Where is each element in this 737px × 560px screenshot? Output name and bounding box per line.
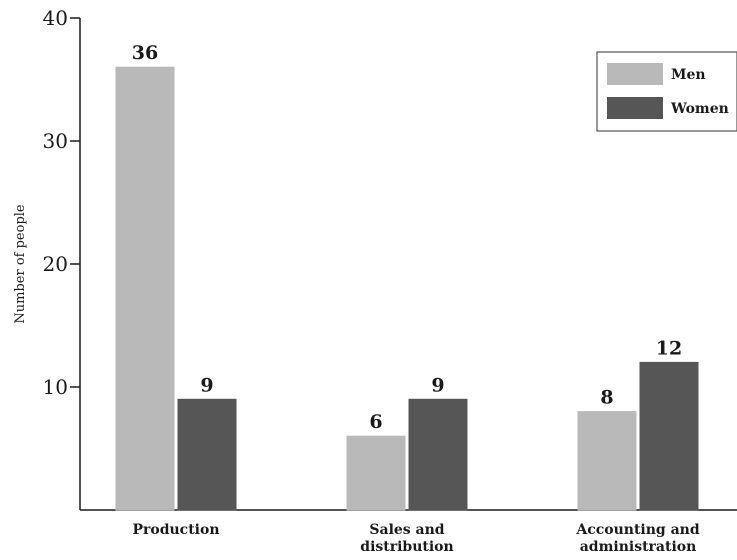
y-axis-ticks: 10 20 30 40: [43, 6, 80, 399]
bar-series: [115, 66, 699, 511]
data-label-women-1: 9: [431, 374, 444, 396]
bar-men-1: [346, 435, 406, 511]
bar-men-0: [115, 66, 175, 511]
legend-swatch-men: [607, 63, 663, 85]
category-label: Production: [132, 522, 219, 538]
category-label: Accounting and administration: [575, 522, 699, 555]
legend-label-men: Men: [671, 67, 706, 83]
data-label-women-2: 12: [656, 337, 682, 359]
y-axis-title: Number of people: [13, 204, 28, 324]
data-label-men-0: 36: [132, 42, 158, 64]
legend-label-women: Women: [670, 101, 729, 117]
y-tick-label: 20: [43, 252, 68, 276]
y-tick-label: 30: [43, 129, 68, 153]
bar-women-0: [177, 398, 237, 511]
legend: Men Women: [596, 51, 737, 132]
y-tick-label: 10: [43, 375, 68, 399]
category-label: Sales and distribution: [360, 522, 453, 555]
legend-swatch-women: [607, 97, 663, 119]
data-label-women-0: 9: [200, 374, 213, 396]
bar-men-2: [577, 411, 637, 511]
data-label-men-1: 6: [369, 411, 382, 433]
x-axis-category-labels: Production Sales and distribution Accountin…: [132, 522, 699, 555]
data-labels: 36 6 8 9 9 12: [132, 42, 682, 433]
y-tick-label: 40: [43, 6, 68, 30]
bar-women-2: [639, 361, 699, 511]
data-label-men-2: 8: [600, 387, 613, 409]
bar-women-1: [408, 398, 468, 511]
